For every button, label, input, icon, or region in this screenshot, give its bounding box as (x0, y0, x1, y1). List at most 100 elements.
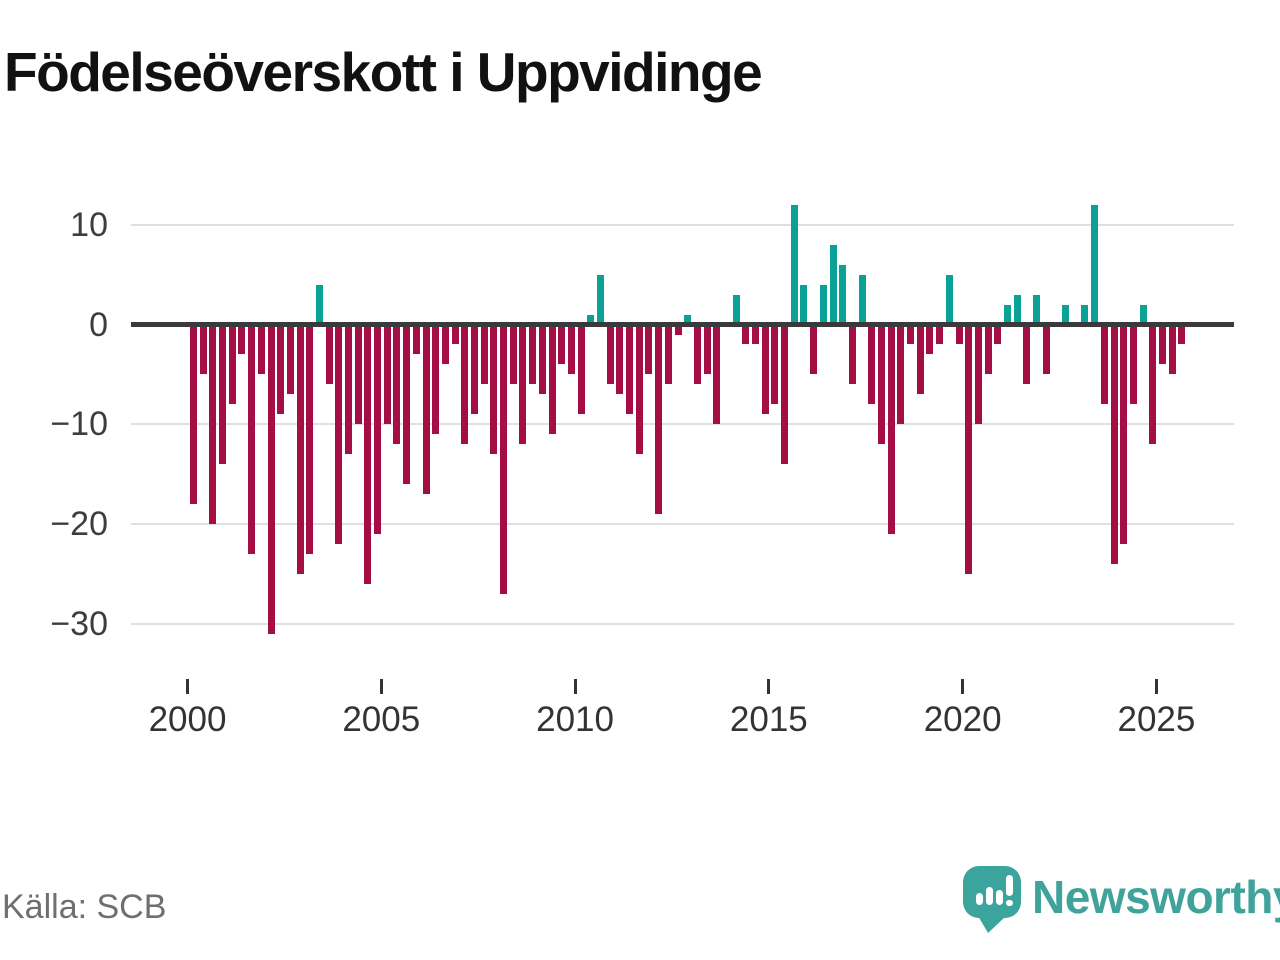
bar-2015Q4[interactable] (800, 284, 808, 325)
bar-2013Q3[interactable] (713, 324, 721, 425)
bar-2018Q1[interactable] (887, 324, 895, 534)
bar-2012Q4[interactable] (684, 314, 692, 325)
bar-2023Q1[interactable] (1081, 304, 1089, 325)
bar-2008Q4[interactable] (529, 324, 537, 385)
bar-2015Q3[interactable] (790, 204, 798, 325)
bar-2007Q4[interactable] (490, 324, 498, 455)
bar-2006Q1[interactable] (422, 324, 430, 494)
bar-2009Q1[interactable] (538, 324, 546, 395)
bar-2024Q4[interactable] (1149, 324, 1157, 445)
bar-2012Q1[interactable] (655, 324, 663, 514)
bar-2004Q3[interactable] (364, 324, 372, 584)
bar-2019Q4[interactable] (955, 324, 963, 345)
bar-2020Q4[interactable] (994, 324, 1002, 345)
bar-2019Q2[interactable] (936, 324, 944, 345)
bar-2001Q2[interactable] (238, 324, 246, 355)
bar-2021Q3[interactable] (1023, 324, 1031, 385)
bar-2011Q2[interactable] (626, 324, 634, 415)
bar-2004Q4[interactable] (374, 324, 382, 534)
bar-2005Q2[interactable] (393, 324, 401, 445)
bar-2012Q2[interactable] (664, 324, 672, 385)
bar-2002Q1[interactable] (267, 324, 275, 634)
bar-2017Q2[interactable] (858, 274, 866, 325)
bar-2004Q1[interactable] (345, 324, 353, 455)
bar-2017Q4[interactable] (877, 324, 885, 445)
bar-2003Q2[interactable] (315, 284, 323, 325)
bar-2006Q3[interactable] (441, 324, 449, 365)
bar-2008Q3[interactable] (519, 324, 527, 445)
bar-2011Q3[interactable] (635, 324, 643, 455)
bar-2000Q1[interactable] (190, 324, 197, 504)
bar-2012Q3[interactable] (674, 324, 682, 335)
bar-2025Q2[interactable] (1168, 324, 1176, 375)
bar-2017Q3[interactable] (868, 324, 876, 405)
bar-2017Q1[interactable] (848, 324, 856, 385)
bar-2015Q2[interactable] (781, 324, 789, 465)
bar-2000Q3[interactable] (209, 324, 217, 524)
bar-2005Q3[interactable] (403, 324, 411, 484)
bar-2021Q4[interactable] (1033, 294, 1041, 325)
bar-2003Q3[interactable] (325, 324, 333, 385)
bar-2020Q2[interactable] (974, 324, 982, 425)
bar-2016Q1[interactable] (810, 324, 818, 375)
bar-2024Q2[interactable] (1129, 324, 1137, 405)
bar-2001Q1[interactable] (228, 324, 236, 405)
bar-2008Q2[interactable] (509, 324, 517, 385)
bar-2009Q2[interactable] (548, 324, 556, 435)
bar-2010Q3[interactable] (596, 274, 604, 325)
bar-2019Q3[interactable] (945, 274, 953, 325)
bar-2011Q1[interactable] (616, 324, 624, 395)
bar-2023Q3[interactable] (1100, 324, 1108, 405)
bar-2025Q1[interactable] (1159, 324, 1166, 365)
bar-2010Q1[interactable] (577, 324, 585, 415)
bar-2005Q1[interactable] (383, 324, 391, 425)
bar-2008Q1[interactable] (500, 324, 508, 594)
bar-2013Q1[interactable] (693, 324, 701, 385)
bar-2016Q4[interactable] (839, 264, 847, 325)
bar-2007Q3[interactable] (480, 324, 488, 385)
bar-2018Q3[interactable] (907, 324, 915, 345)
bar-2014Q3[interactable] (752, 324, 760, 345)
bar-2014Q1[interactable] (732, 294, 740, 325)
bar-2020Q3[interactable] (984, 324, 992, 375)
bar-2019Q1[interactable] (926, 324, 934, 355)
bar-2001Q4[interactable] (257, 324, 265, 375)
bar-2009Q4[interactable] (567, 324, 575, 375)
bar-2000Q4[interactable] (219, 324, 227, 465)
bar-2002Q2[interactable] (277, 324, 285, 415)
bar-2013Q2[interactable] (703, 324, 711, 375)
bar-2011Q4[interactable] (645, 324, 653, 375)
bar-2009Q3[interactable] (558, 324, 566, 365)
bar-2006Q2[interactable] (432, 324, 440, 435)
bar-2024Q3[interactable] (1139, 304, 1147, 325)
bar-2020Q1[interactable] (965, 324, 973, 574)
bar-2010Q2[interactable] (587, 314, 595, 325)
bar-2006Q4[interactable] (451, 324, 459, 345)
bar-2014Q2[interactable] (742, 324, 750, 345)
bar-2002Q3[interactable] (286, 324, 294, 395)
bar-2022Q3[interactable] (1062, 304, 1070, 325)
bar-2024Q1[interactable] (1120, 324, 1128, 544)
bar-2016Q2[interactable] (819, 284, 827, 325)
bar-2016Q3[interactable] (829, 244, 837, 325)
bar-2003Q4[interactable] (335, 324, 343, 544)
bar-2014Q4[interactable] (761, 324, 769, 415)
bar-2018Q2[interactable] (897, 324, 905, 425)
bar-2005Q4[interactable] (412, 324, 420, 355)
bar-2023Q2[interactable] (1091, 204, 1099, 325)
bar-2022Q1[interactable] (1042, 324, 1050, 375)
bar-2015Q1[interactable] (771, 324, 779, 405)
bar-2007Q1[interactable] (461, 324, 469, 445)
bar-2002Q4[interactable] (296, 324, 304, 574)
bar-2023Q4[interactable] (1110, 324, 1118, 564)
bar-2018Q4[interactable] (916, 324, 924, 395)
bar-2021Q1[interactable] (1003, 304, 1011, 325)
bar-2001Q3[interactable] (248, 324, 256, 554)
bar-2003Q1[interactable] (306, 324, 314, 554)
bar-2000Q2[interactable] (199, 324, 207, 375)
bar-2010Q4[interactable] (606, 324, 614, 385)
bar-2025Q3[interactable] (1178, 324, 1186, 345)
bar-2004Q2[interactable] (354, 324, 362, 425)
bar-2007Q2[interactable] (471, 324, 478, 415)
bar-2021Q2[interactable] (1013, 294, 1021, 325)
